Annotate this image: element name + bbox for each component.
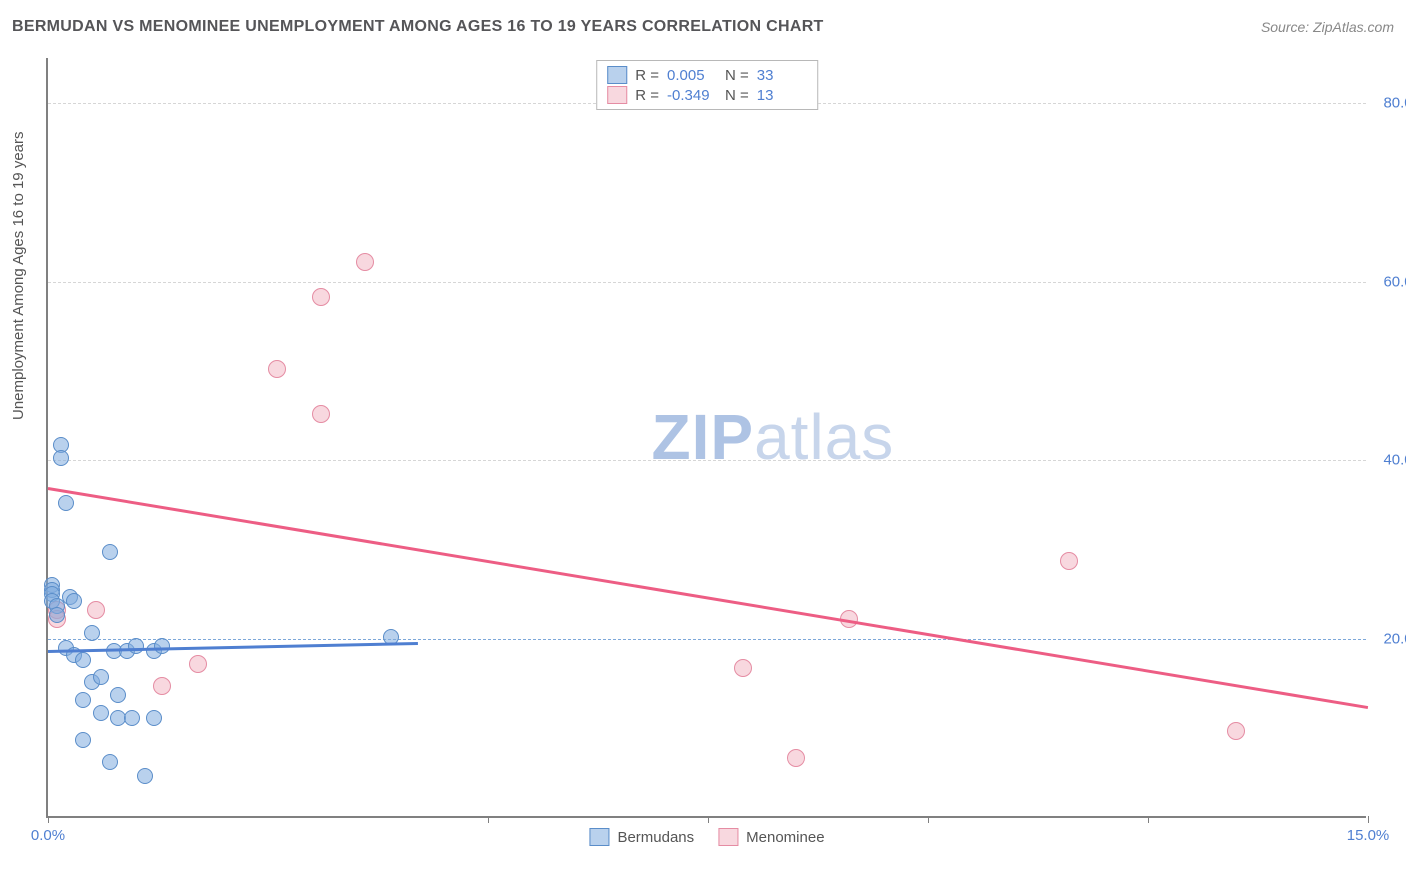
- chart-title: BERMUDAN VS MENOMINEE UNEMPLOYMENT AMONG…: [12, 18, 824, 36]
- y-tick-label: 60.0%: [1371, 273, 1406, 290]
- data-point: [312, 288, 330, 306]
- x-tick: [48, 816, 49, 823]
- data-point: [102, 754, 118, 770]
- data-point: [1227, 722, 1245, 740]
- legend-row-menominee: R = -0.349 N = 13: [607, 85, 807, 105]
- swatch-blue-icon: [607, 66, 627, 84]
- grid-line: [48, 282, 1366, 283]
- data-point: [75, 692, 91, 708]
- x-tick: [1368, 816, 1369, 823]
- data-point: [268, 360, 286, 378]
- x-tick: [488, 816, 489, 823]
- data-point: [124, 710, 140, 726]
- swatch-pink-icon: [718, 828, 738, 846]
- data-point: [93, 669, 109, 685]
- data-point: [1060, 552, 1078, 570]
- data-point: [58, 495, 74, 511]
- data-point: [146, 710, 162, 726]
- trend-line: [48, 487, 1368, 709]
- data-point: [128, 638, 144, 654]
- data-point: [93, 705, 109, 721]
- data-point: [153, 677, 171, 695]
- grid-line: [48, 460, 1366, 461]
- legend-row-bermudans: R = 0.005 N = 33: [607, 65, 807, 85]
- data-point: [87, 601, 105, 619]
- x-tick: [1148, 816, 1149, 823]
- trend-line: [48, 642, 418, 653]
- legend-item-bermudans: Bermudans: [589, 828, 694, 846]
- data-point: [75, 732, 91, 748]
- x-tick-label: 0.0%: [31, 827, 65, 844]
- series-legend: Bermudans Menominee: [589, 828, 824, 846]
- data-point: [189, 655, 207, 673]
- swatch-blue-icon: [589, 828, 609, 846]
- data-point: [84, 625, 100, 641]
- data-point: [137, 768, 153, 784]
- data-point: [787, 749, 805, 767]
- data-point: [312, 405, 330, 423]
- data-point: [102, 544, 118, 560]
- watermark: ZIPatlas: [652, 400, 895, 474]
- data-point: [356, 253, 374, 271]
- data-point: [75, 652, 91, 668]
- source-label: Source: ZipAtlas.com: [1261, 19, 1394, 35]
- legend-item-menominee: Menominee: [718, 828, 824, 846]
- y-axis-label: Unemployment Among Ages 16 to 19 years: [10, 131, 27, 420]
- data-point: [734, 659, 752, 677]
- y-tick-label: 80.0%: [1371, 94, 1406, 111]
- x-tick: [928, 816, 929, 823]
- data-point: [154, 638, 170, 654]
- y-tick-label: 40.0%: [1371, 452, 1406, 469]
- swatch-pink-icon: [607, 86, 627, 104]
- data-point: [53, 450, 69, 466]
- data-point: [66, 593, 82, 609]
- scatter-plot: ZIPatlas 20.0%40.0%60.0%80.0%0.0%15.0% R…: [46, 58, 1366, 818]
- data-point: [110, 687, 126, 703]
- correlation-legend: R = 0.005 N = 33 R = -0.349 N = 13: [596, 60, 818, 110]
- title-bar: BERMUDAN VS MENOMINEE UNEMPLOYMENT AMONG…: [12, 18, 1394, 36]
- x-tick: [708, 816, 709, 823]
- x-tick-label: 15.0%: [1347, 827, 1390, 844]
- y-tick-label: 20.0%: [1371, 631, 1406, 648]
- data-point: [49, 607, 65, 623]
- reference-line: [48, 639, 1366, 640]
